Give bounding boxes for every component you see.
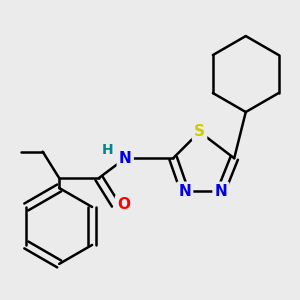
Text: H: H: [101, 143, 113, 157]
Text: N: N: [214, 184, 227, 199]
Text: N: N: [119, 151, 132, 166]
Text: O: O: [117, 197, 130, 212]
Text: N: N: [178, 184, 191, 199]
Text: S: S: [194, 124, 205, 139]
